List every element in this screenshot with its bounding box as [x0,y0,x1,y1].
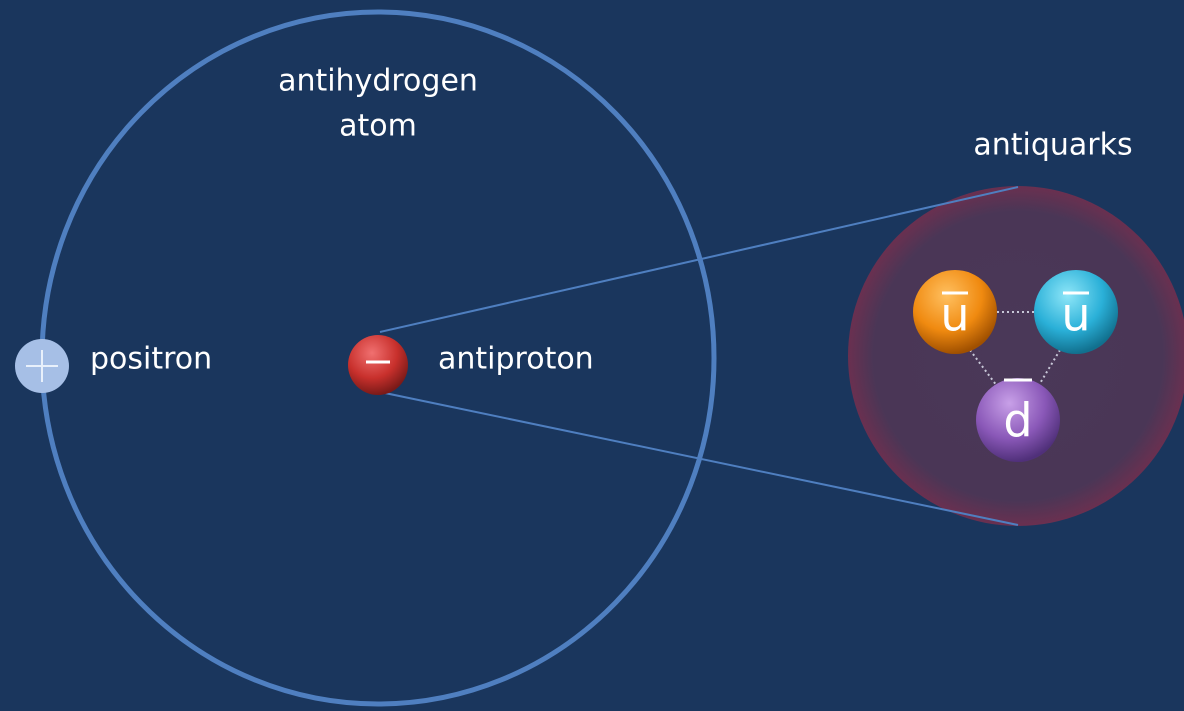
quark-label: u [940,288,969,342]
overlines [942,291,1089,382]
quark [976,378,1060,462]
quark-label: d [1003,394,1032,448]
quark-bonds [969,311,1061,391]
zoom-line [379,391,1019,526]
quark [913,270,997,354]
zoom-line [379,186,1019,333]
positron-label: positron [90,342,212,377]
antiproton-label: antiproton [438,342,594,377]
title-line: atom [339,109,417,144]
quark-label: u [1061,288,1090,342]
antiproton-zoom [848,186,1184,526]
antiproton [348,335,408,395]
antiquarks-label: antiquarks [973,128,1132,163]
quark [1034,270,1118,354]
plus-sign [26,350,58,382]
title-line: antihydrogen [278,64,478,99]
